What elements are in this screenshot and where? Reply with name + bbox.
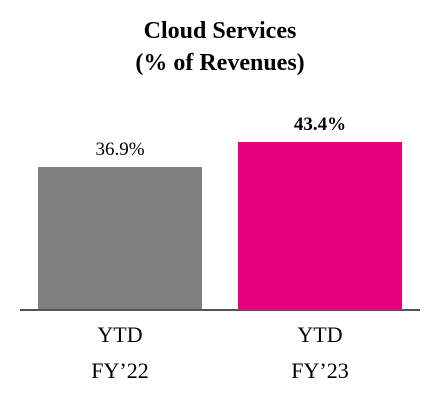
category-label-1-line-1: YTD [97, 322, 142, 347]
chart-title-line-1: Cloud Services [144, 18, 297, 44]
data-label-1: 36.9% [95, 139, 144, 160]
data-label-2: 43.4% [294, 114, 346, 135]
labels-layer: 36.9% YTD FY’22 43.4% YTD FY’23 [91, 114, 348, 383]
category-label-2-line-2: FY’23 [291, 358, 348, 383]
category-label-2-line-1: YTD [297, 322, 342, 347]
bar-2 [238, 141, 402, 309]
category-label-1-line-2: FY’22 [91, 358, 148, 383]
bars-layer [38, 141, 402, 309]
chart-title-line-2: (% of Revenues) [135, 50, 304, 76]
bar-1 [38, 167, 202, 309]
